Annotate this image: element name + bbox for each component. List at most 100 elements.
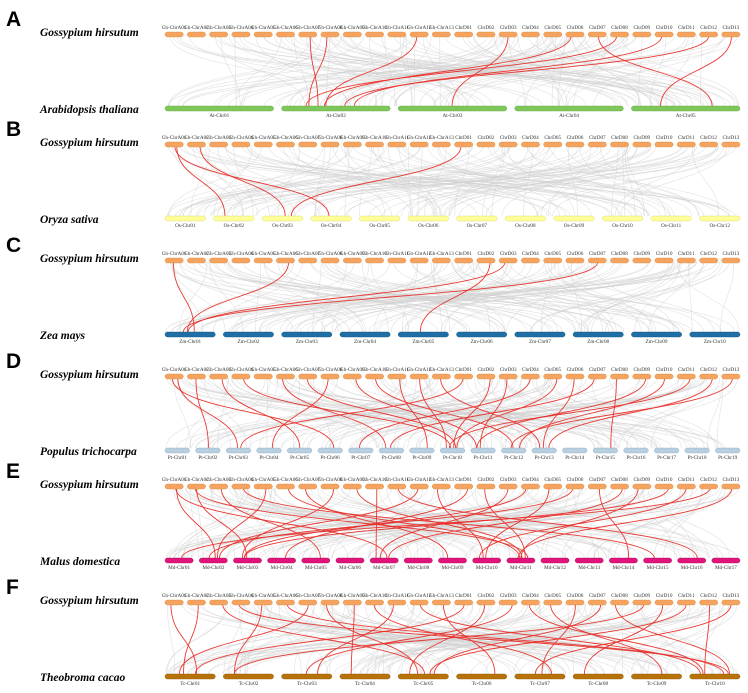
- bottom-species-label: Malus domestica: [39, 556, 120, 568]
- background-link: [249, 145, 633, 217]
- red-link: [195, 377, 209, 449]
- background-link: [525, 35, 567, 107]
- background-link: [274, 35, 493, 107]
- background-link: [340, 145, 622, 217]
- bottom-chromosome-bar: [631, 105, 741, 112]
- gh-chromosome-bar: [454, 599, 473, 606]
- gh-chromosome-bar: [677, 257, 696, 264]
- bottom-chromosome-label: Tc-Chr05: [413, 681, 433, 687]
- bottom-chromosome-bar: [213, 215, 255, 222]
- background-links: [165, 377, 739, 449]
- bottom-chromosome-bar: [378, 447, 404, 454]
- background-link: [205, 145, 244, 217]
- background-link: [179, 261, 504, 333]
- background-link: [213, 261, 495, 333]
- gh-chromosome-bar: [343, 257, 362, 264]
- background-link: [268, 487, 317, 559]
- background-link: [636, 603, 735, 675]
- bottom-chromosome-bar: [631, 673, 682, 680]
- bottom-chromosome-bar: [514, 331, 566, 338]
- background-link: [249, 377, 278, 449]
- background-link: [566, 145, 699, 217]
- gh-chromosome-label: ChrD01: [455, 25, 472, 31]
- gh-chromosome-bar: [699, 483, 718, 490]
- red-link: [519, 377, 666, 449]
- gh-chromosome-label: ChrD13: [723, 593, 740, 599]
- top-species-label: Gossypium hirsutum: [40, 137, 139, 149]
- gh-chromosome-bar: [632, 483, 652, 490]
- background-link: [433, 377, 640, 449]
- synteny-panels: A Gossypium hirsutum Arabidopsis thaliana G…: [6, 8, 741, 687]
- red-link: [175, 487, 388, 559]
- background-link: [591, 377, 616, 449]
- red-link: [290, 145, 462, 217]
- gh-chromosome-label: ChrD04: [522, 367, 539, 373]
- gh-chromosome-label: Gh-ChrA07: [295, 251, 320, 257]
- background-link: [640, 603, 722, 675]
- gh-chromosome-label: ChrD05: [544, 593, 561, 599]
- gh-chromosome-bar: [276, 599, 295, 606]
- background-link: [450, 261, 735, 333]
- background-link: [273, 145, 629, 217]
- bottom-chromosome-label: Os-Chr12: [709, 223, 730, 229]
- background-link: [204, 261, 589, 333]
- gh-chromosome-label: Gh-ChrA06: [273, 25, 298, 31]
- gh-chromosome-bar: [231, 373, 251, 380]
- red-link: [216, 487, 267, 559]
- bottom-chromosome-label: Md-Chr03: [236, 565, 258, 571]
- panel-letter: D: [6, 350, 21, 373]
- background-link: [648, 261, 691, 333]
- bottom-chromosome-bar: [339, 331, 391, 338]
- background-link: [626, 377, 720, 449]
- red-link: [456, 377, 558, 449]
- bottom-chromosome-bar: [654, 447, 680, 454]
- background-link: [349, 377, 657, 449]
- gh-chromosome-label: Gh-ChrA11: [385, 593, 410, 599]
- background-link: [545, 487, 569, 559]
- red-link: [344, 35, 710, 107]
- background-link: [187, 261, 449, 333]
- background-link: [209, 261, 243, 333]
- background-links: [167, 35, 739, 107]
- background-link: [169, 603, 358, 675]
- bottom-chromosome-label: Tc-Chr04: [355, 681, 375, 687]
- gh-chromosome-label: Gh-ChrA11: [385, 367, 410, 373]
- gh-chromosome-label: Gh-ChrA09: [340, 251, 365, 257]
- gh-chromosome-label: Gh-ChrA06: [273, 477, 298, 483]
- bottom-chromosome-label: Tc-Chr01: [180, 681, 200, 687]
- gh-chromosome-bar: [677, 373, 696, 380]
- bottom-species-label: Arabidopsis thaliana: [39, 104, 139, 116]
- bottom-chromosome-label: Md-Chr11: [510, 565, 532, 571]
- gh-chromosome-bar: [276, 483, 295, 490]
- bottom-chromosome-label: Md-Chr12: [544, 565, 566, 571]
- background-link: [448, 145, 529, 217]
- gh-chromosome-bar: [587, 141, 607, 148]
- red-link: [598, 487, 630, 559]
- bottom-chromosome-bar: [501, 447, 527, 454]
- gh-chromosome-bar: [587, 31, 607, 38]
- gh-chromosome-label: ChrD07: [589, 25, 606, 31]
- red-link: [429, 603, 687, 675]
- bottom-chromosome-bar: [164, 331, 216, 338]
- gh-chromosome-label: Gh-ChrA08: [318, 135, 343, 141]
- bottom-chromosomes: Tc-Chr01 Tc-Chr02 Tc-Chr03 Tc-Chr04 Tc-Chr05…: [164, 673, 741, 687]
- gh-chromosomes: Gh-ChrA01Gh-ChrA02Gh-ChrA03Gh-ChrA04Gh-C…: [162, 593, 741, 606]
- gh-chromosome-label: Gh-ChrA03: [206, 367, 231, 373]
- red-link: [409, 603, 486, 675]
- bottom-chromosome-label: Md-Chr02: [202, 565, 224, 571]
- bottom-chromosome-label: Md-Chr14: [612, 565, 634, 571]
- background-link: [402, 487, 678, 559]
- background-link: [482, 145, 503, 217]
- gh-chromosome-bar: [454, 141, 473, 148]
- background-link: [441, 487, 500, 559]
- background-link: [450, 261, 655, 333]
- bottom-chromosome-bar: [572, 331, 624, 338]
- red-link: [308, 35, 328, 107]
- gh-chromosome-label: ChrD10: [656, 367, 673, 373]
- bottom-chromosome-label: Pt-Chr16: [626, 455, 645, 461]
- background-link: [227, 603, 273, 675]
- red-link: [178, 603, 309, 675]
- gh-chromosome-bar: [276, 141, 295, 148]
- background-link: [380, 487, 732, 559]
